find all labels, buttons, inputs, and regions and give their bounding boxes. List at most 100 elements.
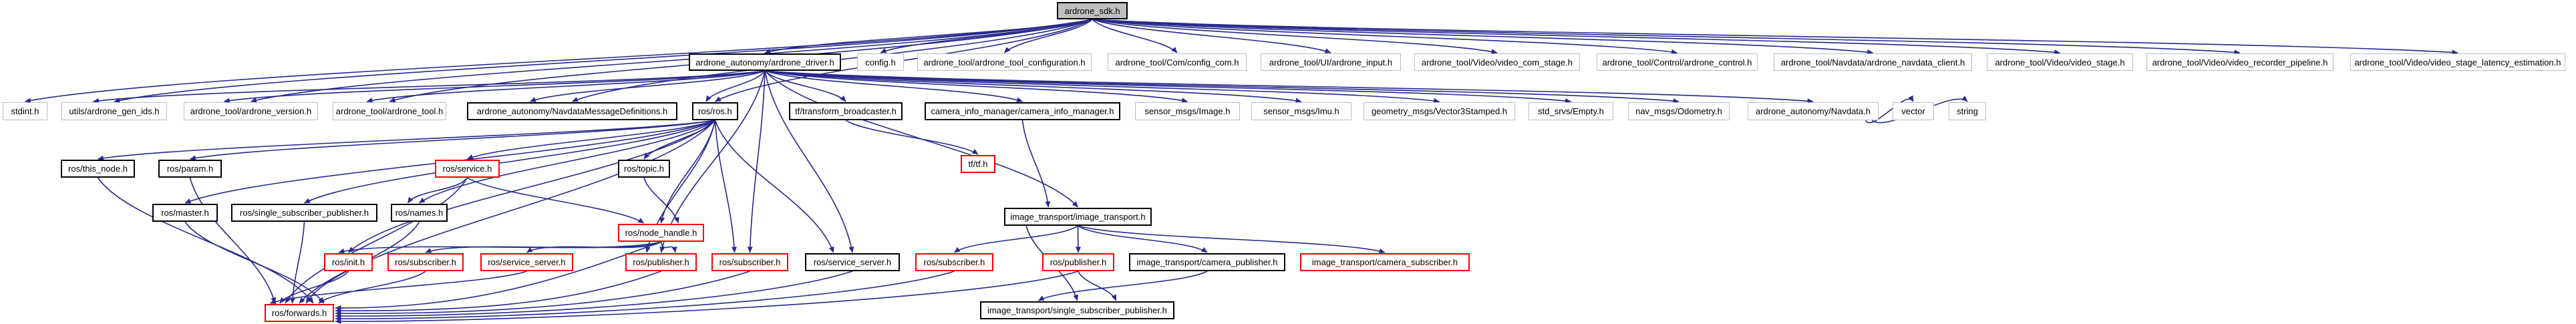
graph-node-imgtransport[interactable]: image_transport/image_transport.h: [1004, 208, 1152, 226]
graph-node-imu: sensor_msgs/Imu.h: [1251, 102, 1351, 120]
graph-node-version: ardrone_tool/ardrone_version.h: [184, 102, 318, 120]
include-edge-driver-navdata: [764, 70, 1814, 104]
graph-node-label: nav_msgs/Odometry.h: [1635, 106, 1722, 116]
include-edge-rosros-forwards: [299, 120, 716, 304]
graph-node-label: ros/service_server.h: [813, 257, 892, 267]
graph-node-sub1[interactable]: ros/subscriber.h: [387, 253, 464, 271]
graph-node-navdata: ardrone_autonomy/Navdata.h: [1748, 102, 1879, 120]
include-edge-sdk-videostage: [1092, 19, 2060, 55]
graph-node-config: config.h: [857, 53, 904, 71]
graph-node-label: image_transport/image_transport.h: [1010, 212, 1146, 222]
include-edge-topic-nodehandle: [643, 177, 679, 224]
include-edge-navdata-vector: [1865, 95, 1914, 124]
include-edge-imgtransport-campub: [1078, 225, 1208, 253]
graph-node-control: ardrone_tool/Control/ardrone_control.h: [1597, 53, 1758, 71]
graph-node-sub2[interactable]: ros/subscriber.h: [711, 253, 788, 271]
graph-node-ssp[interactable]: ros/single_subscriber_publisher.h: [231, 204, 377, 222]
include-edge-srv1-forwards: [269, 271, 527, 305]
graph-node-navmsgdef[interactable]: ardrone_autonomy/NavdataMessageDefinitio…: [467, 102, 677, 120]
include-edge-rosros-names: [419, 120, 715, 204]
graph-node-label: ardrone_tool/Video/video_com_stage.h: [1422, 57, 1573, 67]
graph-node-label: ros/subscriber.h: [395, 257, 456, 267]
graph-node-service[interactable]: ros/service.h: [435, 160, 500, 178]
graph-node-navclient: ardrone_tool/Navdata/ardrone_navdata_cli…: [1774, 53, 1972, 71]
graph-node-label: tf/tf.h: [968, 159, 988, 169]
graph-node-camsub[interactable]: image_transport/camera_subscriber.h: [1300, 253, 1470, 271]
include-edge-srv2-forwards: [335, 271, 853, 319]
graph-node-label: vector: [1901, 106, 1925, 116]
graph-node-pub2[interactable]: ros/publisher.h: [1042, 253, 1114, 271]
include-edge-sdk-driver: [764, 19, 1093, 54]
graph-node-itssp[interactable]: image_transport/single_subscriber_publis…: [980, 301, 1174, 319]
graph-node-toolcfg: ardrone_tool/ardrone_tool_configuration.…: [917, 53, 1092, 71]
include-edge-nodehandle-pub1: [660, 241, 677, 253]
graph-node-videostage: ardrone_tool/Video/video_stage.h: [1987, 53, 2133, 71]
graph-node-label: ros/init.h: [331, 257, 365, 267]
include-edge-imgtransport-camsub: [1078, 225, 1386, 254]
graph-node-param[interactable]: ros/param.h: [158, 160, 222, 178]
graph-node-pub1[interactable]: ros/publisher.h: [625, 253, 697, 271]
graph-node-label: ardrone_tool/UI/ardrone_input.h: [1269, 57, 1393, 67]
include-edge-driver-odom: [764, 70, 1679, 104]
graph-node-thisnode[interactable]: ros/this_node.h: [61, 160, 135, 178]
graph-node-label: ardrone_tool/Com/config_com.h: [1115, 57, 1239, 67]
graph-node-empty: std_srvs/Empty.h: [1528, 102, 1613, 120]
include-edge-rosros-param: [190, 120, 715, 161]
graph-node-ardtool: ardrone_tool/ardrone_tool.h: [333, 102, 446, 120]
graph-node-srv1[interactable]: ros/service_server.h: [480, 253, 573, 271]
include-edge-sub1-forwards: [318, 271, 426, 304]
graph-node-label: ardrone_tool/Control/ardrone_control.h: [1602, 57, 1752, 67]
include-edge-sdk-genids: [114, 19, 1093, 104]
graph-node-label: ardrone_tool/ardrone_tool_configuration.…: [923, 57, 1086, 67]
graph-node-rosros[interactable]: ros/ros.h: [692, 102, 738, 120]
graph-node-label: ros/param.h: [166, 164, 214, 174]
graph-node-topic[interactable]: ros/topic.h: [618, 160, 670, 178]
graph-node-driver[interactable]: ardrone_autonomy/ardrone_driver.h: [689, 53, 841, 71]
graph-node-master[interactable]: ros/master.h: [152, 204, 218, 222]
graph-node-srv2[interactable]: ros/service_server.h: [805, 253, 900, 271]
graph-node-label: image_transport/camera_publisher.h: [1136, 257, 1278, 267]
graph-node-caminfo[interactable]: camera_info_manager/camera_info_manager.…: [925, 102, 1120, 120]
graph-node-label: tf/transform_broadcaster.h: [795, 106, 897, 116]
graph-node-label: ros/this_node.h: [68, 164, 128, 174]
graph-node-label: ros/subscriber.h: [719, 257, 781, 267]
graph-node-sub3[interactable]: ros/subscriber.h: [915, 253, 993, 271]
graph-node-label: ros/node_handle.h: [625, 228, 697, 238]
include-edge-driver-sub2: [747, 70, 766, 253]
graph-node-vec3: geometry_msgs/Vector3Stamped.h: [1363, 102, 1515, 120]
include-edge-rosros-thisnode: [98, 120, 715, 161]
include-edge-imgtransport-pub2: [1075, 225, 1081, 253]
include-edge-pub2-forwards: [335, 271, 1079, 324]
graph-node-label: image_transport/single_subscriber_publis…: [987, 305, 1167, 315]
graph-node-latency: ardrone_tool/Video/video_stage_latency_e…: [2350, 53, 2565, 71]
include-edge-nodehandle-srv1: [526, 241, 661, 253]
graph-node-label: ros/names.h: [395, 208, 444, 218]
graph-node-label: ardrone_autonomy/Navdata.h: [1755, 106, 1871, 116]
include-edge-rosros-srv2: [714, 120, 834, 253]
include-edge-driver-empty: [764, 70, 1571, 104]
include-edge-sdk-navclient: [1092, 19, 1873, 55]
graph-node-forwards[interactable]: ros/forwards.h: [265, 304, 334, 322]
graph-node-campub[interactable]: image_transport/camera_publisher.h: [1129, 253, 1285, 271]
graph-node-init[interactable]: ros/init.h: [324, 253, 373, 271]
graph-node-label: sensor_msgs/Imu.h: [1263, 106, 1339, 116]
graph-node-label: camera_info_manager/camera_info_manager.…: [931, 106, 1114, 116]
include-edge-driver-navmsgdef: [530, 70, 766, 102]
graph-node-sdk[interactable]: ardrone_sdk.h: [1057, 2, 1128, 19]
include-edge-param-forwards: [189, 177, 277, 304]
include-edge-sdk-stdint: [25, 19, 1093, 104]
include-edge-tfbroadcaster-tftf: [845, 120, 979, 155]
graph-node-nodehandle[interactable]: ros/node_handle.h: [618, 224, 704, 242]
graph-node-label: ros/topic.h: [624, 164, 664, 174]
include-edge-rosros-service: [467, 120, 715, 160]
include-edge-sdk-toolcfg: [1003, 19, 1093, 53]
include-edge-driver-imu: [764, 70, 1302, 104]
include-edge-campub-itssp: [1037, 271, 1208, 301]
graph-node-tftf[interactable]: tf/tf.h: [961, 155, 995, 173]
graph-node-names[interactable]: ros/names.h: [391, 204, 448, 222]
graph-node-vector: vector: [1893, 102, 1934, 120]
graph-node-imgmsg: sensor_msgs/Image.h: [1135, 102, 1240, 120]
graph-node-label: ardrone_tool/Video/video_stage_latency_e…: [2354, 57, 2561, 67]
graph-node-tfbroadcaster[interactable]: tf/transform_broadcaster.h: [789, 102, 903, 120]
